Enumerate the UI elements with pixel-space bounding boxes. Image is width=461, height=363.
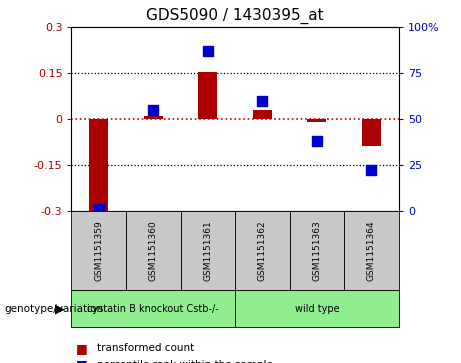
Text: GSM1151362: GSM1151362	[258, 220, 267, 281]
Text: GSM1151360: GSM1151360	[149, 220, 158, 281]
Text: cystatin B knockout Cstb-/-: cystatin B knockout Cstb-/-	[88, 303, 219, 314]
Bar	[89, 119, 108, 211]
Text: transformed count: transformed count	[97, 343, 194, 354]
Text: wild type: wild type	[295, 303, 339, 314]
Text: ▶: ▶	[55, 302, 65, 315]
Text: GSM1151364: GSM1151364	[367, 220, 376, 281]
Text: GSM1151361: GSM1151361	[203, 220, 213, 281]
Text: ■: ■	[76, 358, 88, 363]
Point	[259, 98, 266, 103]
Bar	[307, 119, 326, 122]
Point	[368, 167, 375, 173]
Point	[95, 206, 102, 212]
Bar	[198, 72, 218, 119]
Text: GSM1151359: GSM1151359	[94, 220, 103, 281]
Text: percentile rank within the sample: percentile rank within the sample	[97, 360, 273, 363]
Point	[204, 48, 212, 54]
Title: GDS5090 / 1430395_at: GDS5090 / 1430395_at	[146, 8, 324, 24]
Bar	[253, 110, 272, 119]
Text: genotype/variation: genotype/variation	[5, 303, 104, 314]
Text: ■: ■	[76, 342, 88, 355]
Point	[313, 138, 321, 144]
Bar	[362, 119, 381, 146]
Text: GSM1151363: GSM1151363	[313, 220, 321, 281]
Bar	[144, 116, 163, 119]
Point	[149, 107, 157, 113]
